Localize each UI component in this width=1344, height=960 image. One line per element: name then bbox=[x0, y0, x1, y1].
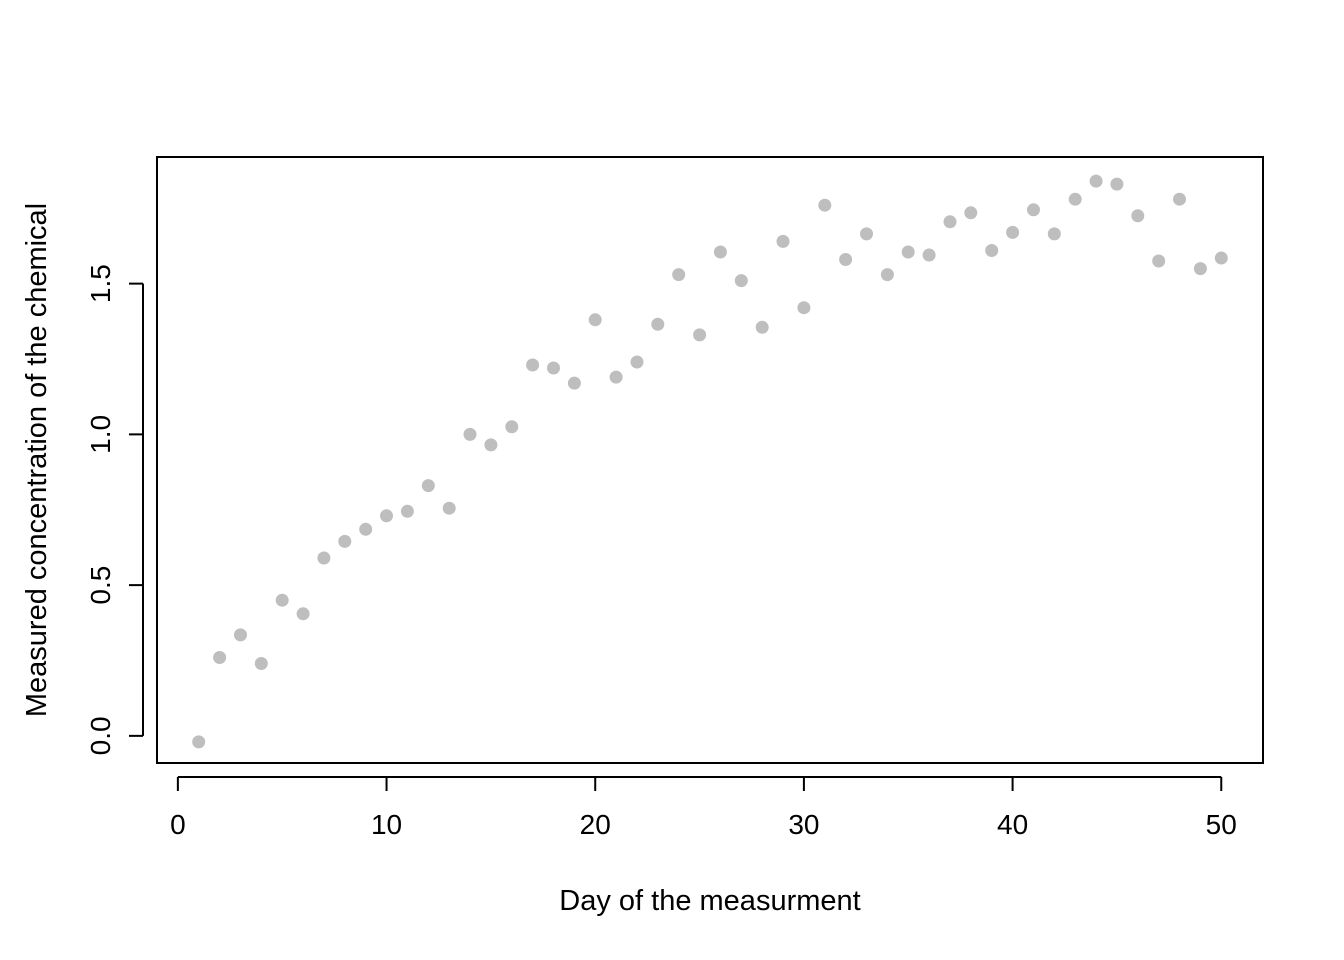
data-point bbox=[776, 234, 790, 248]
data-point bbox=[588, 313, 602, 327]
data-point bbox=[1152, 254, 1166, 268]
data-point bbox=[567, 376, 581, 390]
y-tick-label: 0.0 bbox=[85, 716, 116, 755]
data-point bbox=[964, 206, 978, 220]
data-point bbox=[1047, 227, 1061, 241]
data-point bbox=[505, 420, 519, 434]
data-point bbox=[380, 509, 393, 523]
data-point bbox=[547, 361, 560, 375]
data-point bbox=[860, 227, 873, 241]
plot-frame bbox=[156, 156, 1264, 764]
data-point bbox=[1214, 251, 1228, 265]
data-point bbox=[609, 370, 623, 384]
data-point bbox=[421, 479, 435, 493]
data-point bbox=[1027, 203, 1040, 217]
data-point bbox=[943, 215, 957, 229]
data-point bbox=[1089, 174, 1103, 188]
data-point bbox=[839, 253, 853, 266]
data-point bbox=[254, 657, 268, 670]
data-point bbox=[797, 301, 811, 315]
data-point bbox=[693, 328, 707, 342]
data-point bbox=[400, 504, 414, 518]
data-point bbox=[526, 358, 540, 372]
data-point bbox=[338, 534, 352, 548]
data-point bbox=[1110, 177, 1124, 191]
data-point bbox=[296, 607, 310, 621]
x-axis-title: Day of the measurment bbox=[559, 885, 860, 917]
data-point bbox=[192, 735, 206, 749]
data-point bbox=[818, 198, 832, 212]
y-tick-label: 1.5 bbox=[85, 264, 116, 303]
data-point bbox=[484, 438, 498, 452]
x-axis: 0 10 20 30 40 50 bbox=[170, 776, 1237, 840]
data-point bbox=[651, 317, 665, 331]
x-tick-label: 30 bbox=[788, 809, 819, 840]
data-point bbox=[901, 245, 915, 259]
x-tick-label: 40 bbox=[997, 809, 1028, 840]
data-point bbox=[755, 320, 769, 334]
data-points bbox=[192, 174, 1228, 749]
data-point bbox=[1193, 262, 1207, 276]
data-point bbox=[630, 355, 644, 369]
data-point bbox=[213, 651, 227, 664]
data-point bbox=[1173, 192, 1186, 206]
data-point bbox=[1068, 192, 1082, 206]
data-point bbox=[880, 268, 894, 282]
data-point bbox=[985, 244, 999, 257]
x-tick-label: 50 bbox=[1206, 809, 1237, 840]
x-tick-label: 20 bbox=[580, 809, 611, 840]
x-tick-label: 10 bbox=[371, 809, 402, 840]
data-point bbox=[463, 427, 477, 441]
data-point bbox=[1131, 209, 1145, 223]
data-point bbox=[672, 268, 686, 282]
data-point bbox=[359, 522, 373, 536]
y-axis-title: Measured concentration of the chemical bbox=[21, 203, 53, 717]
data-point bbox=[442, 501, 456, 515]
data-point bbox=[1006, 225, 1020, 239]
y-tick-label: 1.0 bbox=[85, 415, 116, 454]
data-point bbox=[234, 628, 247, 642]
data-point bbox=[713, 245, 727, 259]
y-tick-label: 0.5 bbox=[85, 566, 116, 605]
data-point bbox=[317, 551, 331, 565]
y-axis: 0.0 0.5 1.0 1.5 bbox=[85, 264, 144, 755]
x-tick-label: 0 bbox=[170, 809, 186, 840]
data-point bbox=[734, 274, 748, 288]
data-point bbox=[275, 593, 289, 607]
data-point bbox=[922, 248, 936, 262]
